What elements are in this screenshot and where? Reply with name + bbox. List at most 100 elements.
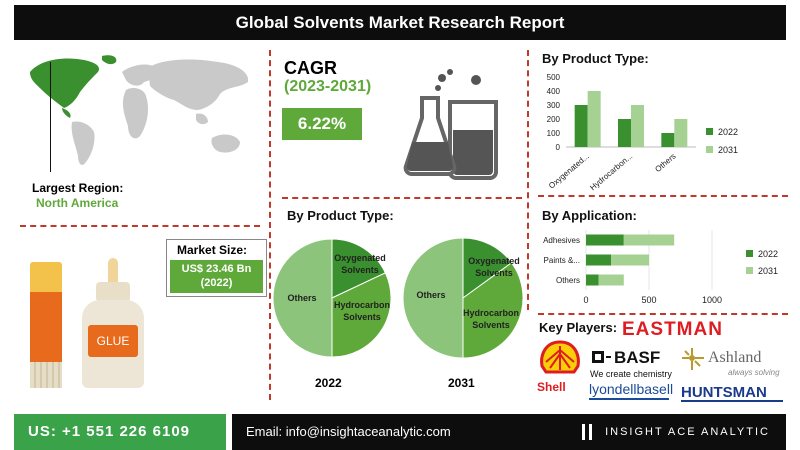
ashland-logo-icon — [682, 348, 704, 370]
divider-right-h-1 — [538, 195, 788, 197]
region-pointer-line — [50, 62, 51, 172]
pie-chart-2031: Oxygenated Solvents Hydrocarbon Solvents Oth… — [402, 237, 524, 359]
pie-label: Solvents — [343, 312, 381, 322]
divider-right — [527, 50, 529, 310]
pie-label: Oxygenated — [334, 253, 386, 263]
pie-slice-hydrocarbon-solvents — [462, 262, 524, 359]
legend-label-2031: 2031 — [758, 266, 778, 276]
ashland-logo: Ashland — [708, 349, 762, 366]
basf-tagline: We create chemistry — [590, 369, 672, 379]
pie-slice-others — [402, 237, 464, 359]
glue-bottle-tip — [108, 258, 118, 284]
x-tick-label: Others — [653, 152, 677, 174]
footer-phone[interactable]: US: +1 551 226 6109 — [14, 414, 226, 450]
y-tick-label: Paints &... — [544, 256, 580, 265]
bar-2031 — [587, 91, 601, 147]
bar-2031 — [598, 274, 624, 286]
huntsman-logo: HUNTSMAN — [681, 384, 767, 401]
footer-email[interactable]: Email: info@insightaceanalytic.com — [232, 414, 568, 450]
market-size-box: US$ 23.46 Bn (2022) — [170, 260, 263, 293]
glue-stick-body — [30, 292, 62, 362]
divider-mid-h — [282, 197, 522, 199]
bar-2031 — [623, 234, 675, 246]
market-size-year: (2022) — [200, 277, 233, 289]
legend-swatch-2022 — [706, 128, 713, 135]
cagr-period: (2023-2031) — [284, 78, 372, 95]
pie-section-title: By Product Type: — [287, 208, 394, 223]
bar-section-title: By Product Type: — [542, 51, 649, 66]
pie-label: Solvents — [341, 265, 379, 275]
glue-label: GLUE — [88, 325, 138, 357]
bar-2022 — [586, 234, 624, 246]
divider-left-h — [20, 225, 260, 227]
lyondellbasell-underline — [589, 398, 669, 400]
divider-right-h-2 — [538, 313, 788, 315]
pie-year-2031: 2031 — [448, 376, 475, 390]
pie-slice-hydrocarbon-solvents — [331, 272, 392, 358]
cagr-value: 6.22% — [282, 108, 362, 140]
x-tick-label: Oxygenated... — [547, 152, 591, 191]
bar-2022 — [574, 105, 588, 147]
legend-label-2031: 2031 — [718, 145, 738, 155]
bar-2022 — [618, 119, 631, 147]
pie-label: Others — [416, 290, 445, 300]
lab-flask-icon — [403, 69, 498, 180]
eastman-logo: EASTMAN — [622, 319, 723, 340]
basf-square-icon — [592, 351, 604, 363]
y-tick-label: 100 — [547, 129, 561, 138]
key-players-title: Key Players: — [539, 320, 618, 335]
y-tick-label: Others — [556, 276, 580, 285]
brand-logo-icon — [582, 424, 592, 441]
pie-slice-oxygenated-solvents — [462, 237, 513, 299]
glue-stick-cap — [30, 262, 62, 292]
shell-logo: Shell — [537, 380, 566, 394]
bar-2031 — [674, 119, 688, 147]
pie-label: Solvents — [475, 268, 513, 278]
pie-label: Others — [287, 293, 316, 303]
bar-chart-product-type: 0 100 200 300 400 500 Oxygenated...Hydrocarbon… — [547, 73, 738, 193]
ashland-tagline: always solving — [728, 368, 780, 377]
x-tick-label: Hydrocarbon... — [588, 152, 634, 193]
y-tick-label: 0 — [556, 143, 561, 152]
y-tick-label: 200 — [547, 115, 561, 124]
bar-2031 — [611, 254, 649, 266]
pie-label: Solvents — [472, 320, 510, 330]
legend-swatch-2031 — [746, 267, 753, 274]
legend-swatch-2022 — [746, 250, 753, 257]
world-map — [30, 55, 249, 165]
pie-label: Hydrocarbon — [334, 300, 390, 310]
lyondellbasell-logo: lyondellbasell — [589, 381, 674, 397]
pie-label: Oxygenated — [468, 256, 520, 266]
bar-2022 — [586, 254, 612, 266]
x-tick-label: 500 — [641, 295, 656, 305]
x-tick-label: 0 — [583, 295, 588, 305]
largest-region-label: Largest Region: — [32, 181, 124, 195]
y-tick-label: 400 — [547, 87, 561, 96]
app-section-title: By Application: — [542, 208, 637, 223]
cagr-title: CAGR — [284, 58, 337, 78]
market-size-frame — [166, 239, 267, 297]
footer-brand-block: INSIGHT ACE ANALYTIC — [568, 414, 786, 450]
basf-dash-icon — [606, 356, 611, 358]
pie-slice-others — [272, 238, 333, 358]
pie-label: Hydrocarbon — [463, 308, 519, 318]
legend-swatch-2031 — [706, 146, 713, 153]
glue-bottle-neck — [96, 282, 130, 302]
largest-region-value: North America — [36, 196, 119, 210]
basf-logo: BASF — [614, 348, 661, 367]
y-tick-label: 300 — [547, 101, 561, 110]
bar-2022 — [586, 274, 599, 286]
bar-chart-application: 0 500 1000 Adhesives Paints &... Others 2022 20… — [543, 230, 778, 305]
market-size-value: US$ 23.46 Bn — [181, 263, 252, 275]
bar-2031 — [631, 105, 644, 147]
legend-label-2022: 2022 — [758, 249, 778, 259]
pie-chart-2022: Oxygenated Solvents Hydrocarbon Solvents Oth… — [272, 238, 392, 358]
pie-slice-oxygenated-solvents — [331, 238, 387, 299]
x-tick-label: 1000 — [702, 295, 722, 305]
glue-stick-base — [30, 362, 62, 388]
bar-2022 — [661, 133, 675, 147]
shell-logo-icon — [540, 340, 580, 374]
huntsman-underline — [681, 400, 783, 402]
y-tick-label: 500 — [547, 73, 561, 82]
pie-year-2022: 2022 — [315, 376, 342, 390]
